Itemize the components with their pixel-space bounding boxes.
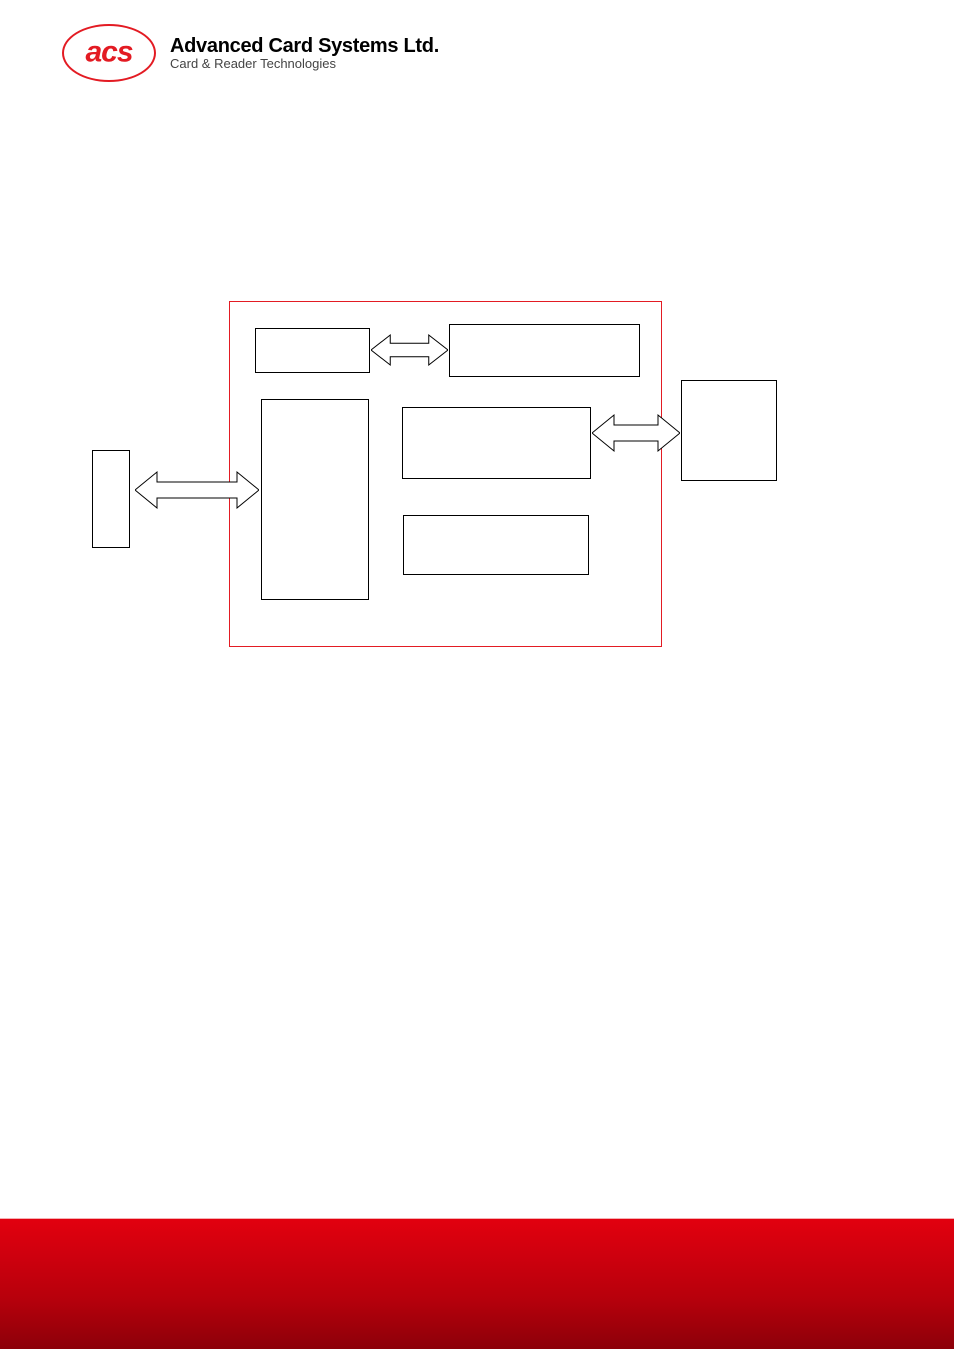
diagram-block-mid-right [402,407,591,479]
diagram-block-cpu [261,399,369,600]
diagram-block-top-left [255,328,370,373]
footer-bar [0,1219,954,1349]
diagram-block-bot-right [403,515,589,575]
diagram-arrow-top [371,333,448,367]
diagram-arrow-pc-cpu [135,470,259,510]
diagram-block-top-right [449,324,640,377]
diagram-block-card [681,380,777,481]
block-diagram [0,0,954,1349]
diagram-arrow-card [592,413,680,453]
diagram-block-pc [92,450,130,548]
